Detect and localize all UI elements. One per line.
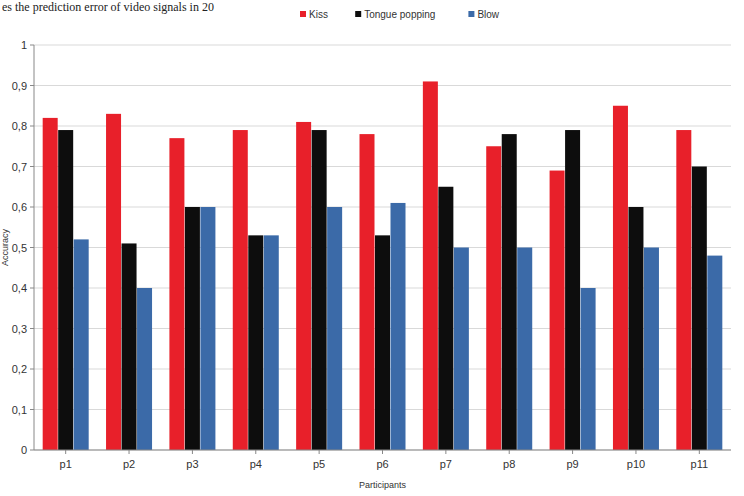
tick-label: 0,1 [12,404,27,416]
bars [43,81,723,450]
bar [613,106,628,450]
x-tick [255,450,256,454]
grid-line [34,45,731,46]
bar [327,207,342,450]
bar [707,256,722,450]
bar [502,134,517,450]
tick-label: 0,8 [12,120,27,132]
grid-line [34,450,731,451]
bar [391,203,406,450]
tick-label: 0 [21,444,27,456]
x-tick [192,450,193,454]
x-tick [65,450,66,454]
tick-mark [30,288,34,289]
category-label: p6 [376,458,388,470]
category-label: p2 [123,458,135,470]
bar [360,134,375,450]
tick-label: 0,7 [12,161,27,173]
legend: Kiss Tongue popping Blow [300,9,500,20]
annotation: es the prediction error of video signals… [2,0,214,14]
bar [185,207,200,450]
tick-mark [30,409,34,410]
bar [517,248,532,451]
category-label: p9 [566,458,578,470]
tick-mark [30,45,34,46]
bar [438,187,453,450]
bar [264,235,279,450]
x-tick [509,450,510,454]
bar [550,171,565,450]
bar [565,130,580,450]
legend-label: Tongue popping [364,9,435,20]
tick-label: 0,5 [12,242,27,254]
bar [692,167,707,451]
tick-mark [30,450,34,451]
category-label: p11 [691,458,709,470]
bar [74,239,89,450]
tick-label: 0,9 [12,80,27,92]
legend-swatch [300,11,306,17]
bar [312,130,327,450]
x-tick [319,450,320,454]
bar [200,207,215,450]
tick-label: 0,4 [12,282,27,294]
bar [581,288,596,450]
x-tick [445,450,446,454]
bar [375,235,390,450]
bar [248,235,263,450]
tick-label: 1 [21,39,27,51]
tick-mark [30,328,34,329]
category-label: p7 [440,458,452,470]
tick-mark [30,85,34,86]
bar [233,130,248,450]
bar [486,146,501,450]
x-tick [635,450,636,454]
tick-label: 0,6 [12,201,27,213]
x-axis-label: Participants [359,480,407,490]
category-label: p10 [627,458,645,470]
bar [169,138,184,450]
x-axis [34,450,731,451]
category-label: p1 [60,458,72,470]
bar [644,248,659,451]
y-axis-label: Accuracy [0,228,10,266]
x-tick [572,450,573,454]
x-tick [129,450,130,454]
category-label: p4 [250,458,262,470]
bar [137,288,152,450]
legend-label: Blow [477,9,499,20]
tick-mark [30,126,34,127]
background [0,0,744,496]
legend-label: Kiss [309,9,328,20]
bar [58,130,73,450]
tick-mark [30,247,34,248]
tick-label: 0,2 [12,363,27,375]
bar [423,81,438,450]
tick-label: 0,3 [12,323,27,335]
bar [106,114,121,450]
legend-swatch [355,11,361,17]
tick-mark [30,369,34,370]
bar [628,207,643,450]
category-label: p5 [313,458,325,470]
chart: es the prediction error of video signals… [0,0,744,496]
bar [43,118,58,450]
tick-mark [30,207,34,208]
category-label: p8 [503,458,515,470]
bar [122,243,137,450]
x-tick [382,450,383,454]
bar [296,122,311,450]
bar [454,248,469,451]
x-tick [699,450,700,454]
tick-mark [30,166,34,167]
category-label: p3 [186,458,198,470]
legend-swatch [468,11,474,17]
grid-line [34,85,731,86]
y-axis [34,45,35,450]
bar [676,130,691,450]
